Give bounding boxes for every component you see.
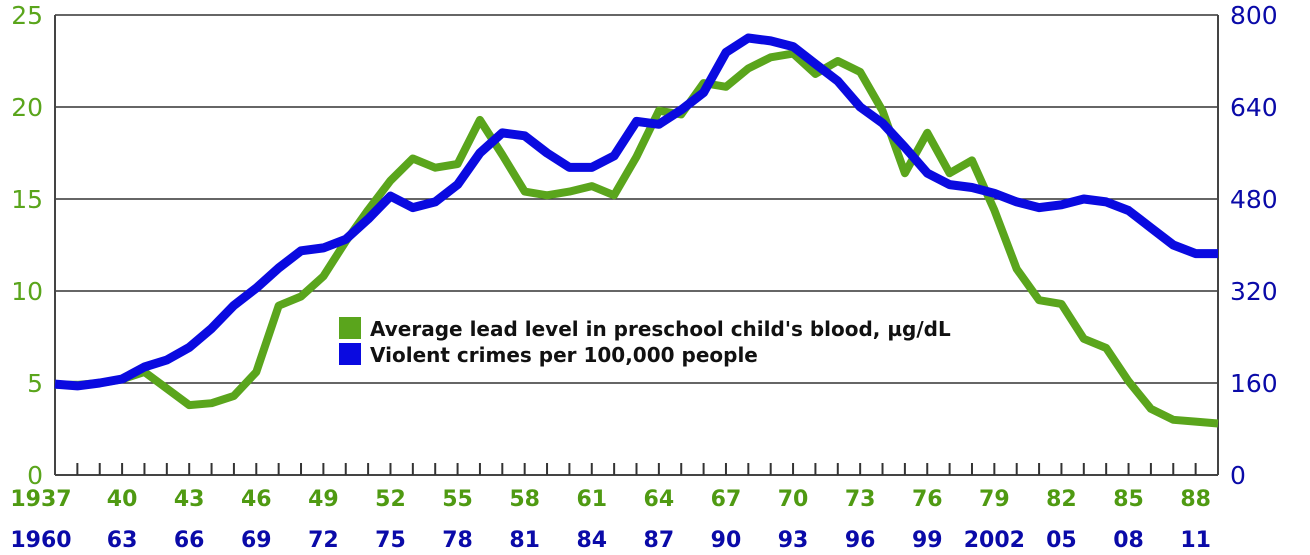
right-y-tick-label: 0 (1230, 461, 1246, 490)
x-axis-labels-lead-years: 1937 40 43 46 49 52 55 58 61 64 67 70 73 76 79 82 85 88 (10, 487, 1211, 512)
x-tick-label-crime: 11 (1180, 528, 1211, 553)
x-tick-label-crime: 99 (912, 528, 943, 553)
x-tick-label-lead: 1937 (10, 487, 71, 512)
x-tick-label-crime: 87 (644, 528, 675, 553)
lead-level-line (55, 49, 1219, 428)
violent-crime-line (54, 33, 1218, 391)
right-y-tick-label: 320 (1230, 277, 1278, 306)
x-tick-label-crime: 05 (1046, 528, 1077, 553)
right-y-tick-label: 800 (1230, 1, 1278, 30)
x-tick-label-crime: 93 (778, 528, 809, 553)
x-tick-label-lead: 58 (509, 487, 540, 512)
left-y-tick-label: 5 (27, 369, 43, 398)
x-tick-label-crime: 72 (308, 528, 339, 553)
left-y-axis-labels: 0 5 10 15 20 25 (11, 1, 43, 490)
x-tick-label-lead: 64 (644, 487, 675, 512)
x-tick-label-lead: 40 (107, 487, 138, 512)
x-tick-label-lead: 76 (912, 487, 943, 512)
x-tick-label-lead: 61 (576, 487, 607, 512)
x-tick-label-crime: 66 (174, 528, 205, 553)
x-tick-label-crime: 81 (509, 528, 540, 553)
x-tick-label-crime: 69 (241, 528, 272, 553)
x-tick-label-lead: 55 (442, 487, 473, 512)
x-tick-label-crime: 78 (442, 528, 473, 553)
right-y-tick-label: 480 (1230, 185, 1278, 214)
x-tick-label-lead: 88 (1180, 487, 1211, 512)
legend: Average lead level in preschool child's … (339, 317, 951, 367)
x-axis-labels-crime-years: 1960 63 66 69 72 75 78 81 84 87 90 93 96 99 2002 05 08 11 (10, 528, 1211, 553)
right-y-tick-label: 640 (1230, 93, 1278, 122)
x-tick-label-crime: 2002 (964, 528, 1025, 553)
x-tick-label-lead: 73 (845, 487, 876, 512)
x-tick-label-crime: 84 (576, 528, 607, 553)
x-tick-label-lead: 67 (711, 487, 742, 512)
left-y-tick-label: 25 (11, 1, 43, 30)
x-tick-label-lead: 85 (1113, 487, 1144, 512)
left-y-tick-label: 0 (27, 461, 43, 490)
x-tick-label-crime: 75 (375, 528, 406, 553)
x-tick-label-lead: 70 (778, 487, 809, 512)
x-tick-label-crime: 96 (845, 528, 876, 553)
right-y-axis-labels: 0 160 320 480 640 800 (1230, 1, 1278, 490)
right-y-tick-label: 160 (1230, 369, 1278, 398)
x-tick-label-lead: 82 (1046, 487, 1077, 512)
x-tick-label-lead: 43 (174, 487, 205, 512)
x-tick-label-crime: 90 (711, 528, 742, 553)
x-axis-ticks (76, 463, 1197, 475)
x-tick-label-lead: 46 (241, 487, 272, 512)
x-tick-label-lead: 52 (375, 487, 406, 512)
left-y-tick-label: 10 (11, 277, 43, 306)
legend-label-crime: Violent crimes per 100,000 people (370, 343, 758, 367)
x-tick-label-crime: 08 (1113, 528, 1144, 553)
legend-swatch-crime (339, 343, 361, 365)
left-y-tick-label: 20 (11, 93, 43, 122)
x-tick-label-lead: 79 (979, 487, 1010, 512)
axes (54, 15, 1219, 476)
x-tick-label-lead: 49 (308, 487, 339, 512)
x-tick-label-crime: 63 (107, 528, 138, 553)
x-tick-label-crime: 1960 (10, 528, 71, 553)
legend-swatch-lead (339, 317, 361, 339)
left-y-tick-label: 15 (11, 185, 43, 214)
legend-label-lead: Average lead level in preschool child's … (370, 317, 951, 341)
